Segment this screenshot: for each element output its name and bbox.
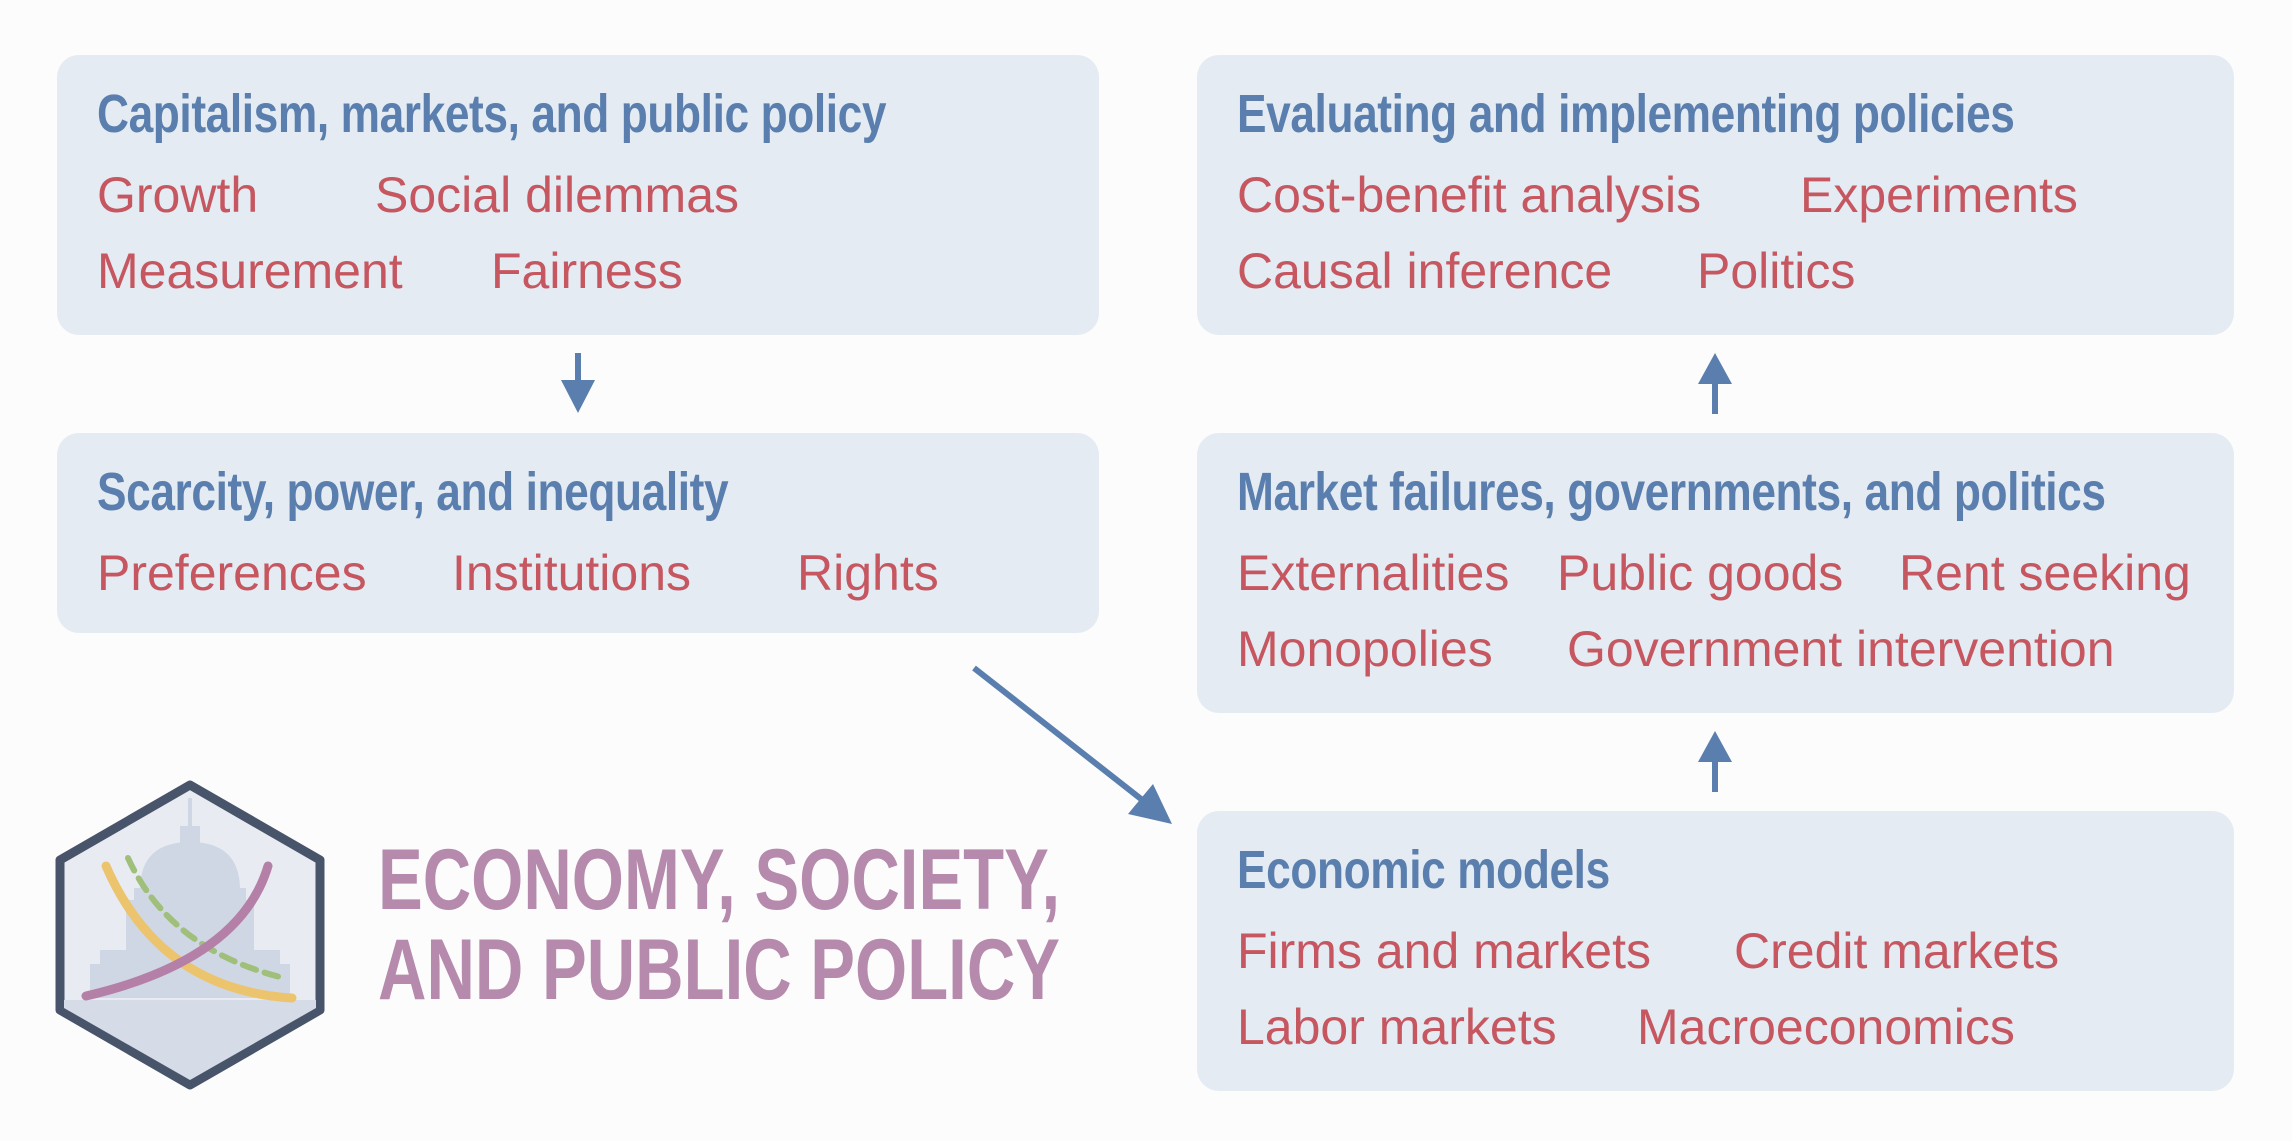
box-title: Evaluating and implementing policies <box>1237 84 2015 144</box>
topic-public-goods: Public goods <box>1557 545 1844 601</box>
topic-rent-seeking: Rent seeking <box>1899 545 2191 601</box>
topic-government-intervention: Government intervention <box>1567 621 2115 677</box>
topic-institutions: Institutions <box>452 545 692 601</box>
box-evaluating: Evaluating and implementing policies Cos… <box>1197 55 2234 335</box>
arrow-up-icon <box>1698 353 1732 414</box>
logo-wordmark: ECONOMY, SOCIETY, AND PUBLIC POLICY <box>378 835 1060 1015</box>
topic-monopolies: Monopolies <box>1237 621 1493 677</box>
hexagon-logo <box>55 780 325 1090</box>
topic-politics: Politics <box>1697 243 1856 299</box>
arrow-diagonal-icon <box>972 665 1172 824</box>
topic-externalities: Externalities <box>1237 545 1510 601</box>
logo-line-2: AND PUBLIC POLICY <box>378 922 1061 1018</box>
topic-social-dilemmas: Social dilemmas <box>375 167 740 223</box>
logo-line-1: ECONOMY, SOCIETY, <box>378 832 1061 928</box>
topic-measurement: Measurement <box>97 243 403 299</box>
topic-rights: Rights <box>797 545 939 601</box>
topic-experiments: Experiments <box>1800 167 2078 223</box>
topic-credit-markets: Credit markets <box>1734 923 2060 979</box>
topic-macroeconomics: Macroeconomics <box>1637 999 2015 1055</box>
box-title: Scarcity, power, and inequality <box>97 462 729 522</box>
topic-growth: Growth <box>97 167 259 223</box>
topic-preferences: Preferences <box>97 545 367 601</box>
box-title: Market failures, governments, and politi… <box>1237 462 2106 522</box>
box-economic-models: Economic models Firms and markets Credit… <box>1197 811 2234 1091</box>
box-market-failures: Market failures, governments, and politi… <box>1197 433 2234 713</box>
box-capitalism: Capitalism, markets, and public policy G… <box>57 55 1099 335</box>
box-title: Capitalism, markets, and public policy <box>97 84 887 144</box>
topic-fairness: Fairness <box>491 243 683 299</box>
arrow-up-icon <box>1698 731 1732 792</box>
box-title: Economic models <box>1237 840 1610 900</box>
topic-labor-markets: Labor markets <box>1237 999 1557 1055</box>
topic-causal-inference: Causal inference <box>1237 243 1613 299</box>
box-scarcity: Scarcity, power, and inequality Preferen… <box>57 433 1099 633</box>
arrow-down-icon <box>561 353 595 413</box>
topic-firms-markets: Firms and markets <box>1237 923 1651 979</box>
topic-cost-benefit: Cost-benefit analysis <box>1237 167 1702 223</box>
